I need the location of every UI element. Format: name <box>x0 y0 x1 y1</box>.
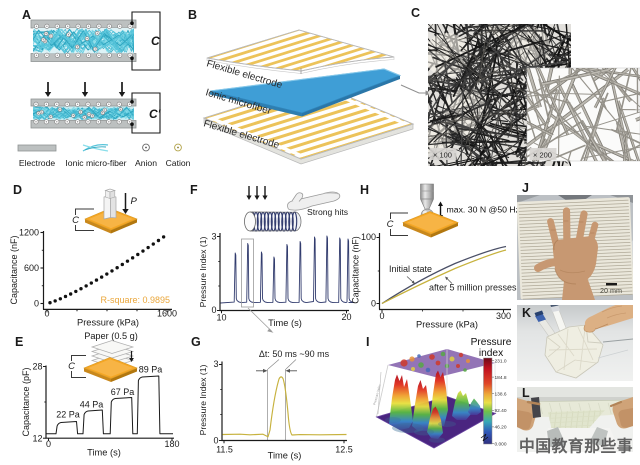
svg-text:44 Pa: 44 Pa <box>80 400 104 410</box>
svg-text:20: 20 <box>341 312 351 322</box>
svg-text:28: 28 <box>32 362 42 372</box>
svg-text:J: J <box>522 181 529 195</box>
svg-text:Pressure index: Pressure index <box>372 384 381 406</box>
svg-text:Pressure (kPa): Pressure (kPa) <box>77 318 139 328</box>
svg-text:× 200: × 200 <box>533 151 552 160</box>
svg-text:Pressure Index (1): Pressure Index (1) <box>198 365 208 436</box>
svg-text:138.6: 138.6 <box>495 392 507 398</box>
svg-text:Time (s): Time (s) <box>87 448 121 458</box>
svg-text:B: B <box>188 8 197 22</box>
svg-text:F: F <box>190 183 198 197</box>
svg-text:0: 0 <box>46 439 51 449</box>
svg-text:C: C <box>68 361 75 372</box>
svg-text:231.0: 231.0 <box>495 358 507 364</box>
svg-text:C: C <box>387 219 394 230</box>
svg-text:89 Pa: 89 Pa <box>139 365 163 375</box>
svg-text:12.5: 12.5 <box>335 445 353 455</box>
svg-text:index: index <box>479 348 503 359</box>
svg-text:Δt: 50 ms ~90 ms: Δt: 50 ms ~90 ms <box>259 349 330 359</box>
svg-text:K: K <box>522 306 531 320</box>
svg-text:Cation: Cation <box>166 158 191 168</box>
svg-text:Pressure (kPa): Pressure (kPa) <box>416 320 478 330</box>
svg-text:D: D <box>13 183 22 197</box>
svg-text:300: 300 <box>496 311 511 321</box>
svg-text:G: G <box>191 335 201 349</box>
svg-text:Capacitance (nF): Capacitance (nF) <box>9 235 19 304</box>
svg-text:3: 3 <box>211 232 216 242</box>
svg-text:after 5 million presses: after 5 million presses <box>429 283 517 293</box>
svg-text:0: 0 <box>371 299 376 309</box>
svg-text:3: 3 <box>213 359 218 369</box>
svg-text:C: C <box>411 6 420 20</box>
svg-text:C: C <box>72 215 79 226</box>
svg-text:0: 0 <box>213 436 218 446</box>
svg-text:10: 10 <box>216 313 226 323</box>
svg-text:C': C' <box>149 107 162 121</box>
svg-text:A: A <box>22 8 31 22</box>
svg-text:Capacitance (nF): Capacitance (nF) <box>351 236 361 304</box>
svg-text:0.000: 0.000 <box>495 441 507 447</box>
svg-text:0: 0 <box>379 311 384 321</box>
svg-text:中国教育那些事: 中国教育那些事 <box>519 437 633 456</box>
svg-text:22 Pa: 22 Pa <box>56 410 80 420</box>
svg-text:67 Pa: 67 Pa <box>111 387 135 397</box>
svg-text:H: H <box>360 183 369 197</box>
svg-text:Strong hits: Strong hits <box>307 207 348 217</box>
svg-text:180: 180 <box>164 439 179 449</box>
svg-text:Pressure Index (1): Pressure Index (1) <box>198 237 208 308</box>
svg-text:20 mm: 20 mm <box>600 286 622 295</box>
svg-text:P: P <box>131 196 138 207</box>
svg-text:Ionic micro-fiber: Ionic micro-fiber <box>65 158 126 168</box>
svg-text:12: 12 <box>32 434 42 444</box>
svg-text:46.20: 46.20 <box>495 425 507 431</box>
svg-text:184.8: 184.8 <box>495 375 507 381</box>
svg-text:I: I <box>366 335 369 349</box>
svg-text:92.40: 92.40 <box>495 408 507 414</box>
svg-text:Initial state: Initial state <box>389 264 432 274</box>
svg-text:Paper (0.5 g): Paper (0.5 g) <box>84 331 138 341</box>
svg-text:0: 0 <box>211 305 216 315</box>
svg-text:100: 100 <box>361 232 376 242</box>
svg-text:× 100: × 100 <box>433 151 452 160</box>
svg-text:1200: 1200 <box>19 228 39 238</box>
svg-text:Capacitance (pF): Capacitance (pF) <box>21 367 31 436</box>
svg-text:0: 0 <box>34 299 39 309</box>
svg-text:R-square: 0.9895: R-square: 0.9895 <box>100 295 170 305</box>
svg-text:600: 600 <box>24 263 39 273</box>
svg-text:Anion: Anion <box>135 158 157 168</box>
svg-text:Electrode: Electrode <box>19 158 56 168</box>
svg-text:E: E <box>15 335 23 349</box>
svg-text:0: 0 <box>44 309 49 319</box>
svg-text:max. 30 N @50 Hz: max. 30 N @50 Hz <box>447 205 521 215</box>
svg-text:11.5: 11.5 <box>216 445 233 455</box>
svg-text:Time (s): Time (s) <box>268 318 302 328</box>
svg-text:Time (s): Time (s) <box>268 451 302 461</box>
svg-text:C: C <box>151 34 160 48</box>
svg-text:L: L <box>522 386 530 400</box>
svg-text:1600: 1600 <box>157 309 177 319</box>
svg-text:Pressure: Pressure <box>471 337 512 348</box>
